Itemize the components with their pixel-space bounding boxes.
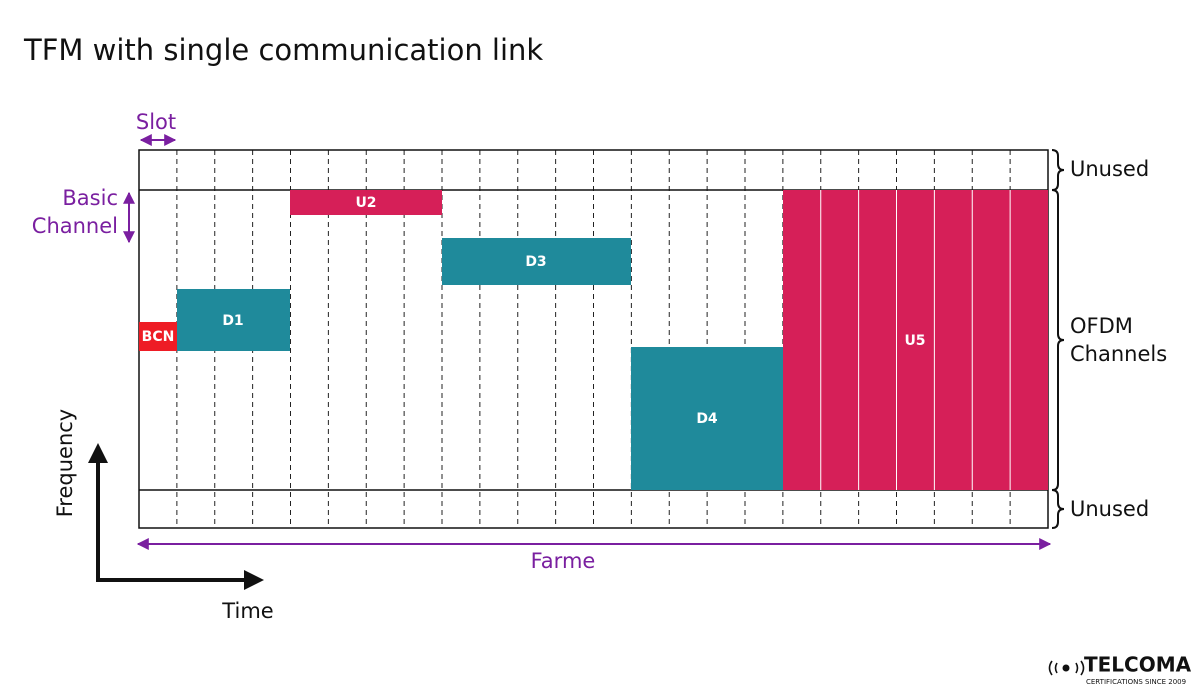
block-d3 xyxy=(442,238,631,285)
u5-slot-lines xyxy=(820,190,1011,490)
title: TFM with single communication link xyxy=(23,33,543,67)
frequency-label: Frequency xyxy=(53,409,77,518)
ofdm-label: Channels xyxy=(1070,342,1167,366)
logo-name: TELCOMA xyxy=(1084,653,1192,677)
block-label: D4 xyxy=(696,411,718,427)
frame-label: Farme xyxy=(531,549,596,573)
block-label: D1 xyxy=(222,313,243,329)
brace xyxy=(1051,149,1065,191)
block-label: D3 xyxy=(525,254,546,270)
block-bcn xyxy=(139,322,177,351)
brace xyxy=(1051,489,1065,529)
brace xyxy=(1051,189,1065,491)
block-u2 xyxy=(290,190,442,215)
block-d1 xyxy=(177,289,290,351)
basic-channel-label: Channel xyxy=(32,214,118,238)
basic-channel-label: Basic xyxy=(62,186,118,210)
block-label: U2 xyxy=(355,195,376,211)
time-label: Time xyxy=(221,599,273,623)
ofdm-label: OFDM xyxy=(1070,314,1133,338)
block-label: BCN xyxy=(142,329,175,345)
block-d4 xyxy=(631,347,783,490)
axes-arrow xyxy=(88,443,264,590)
block-label: U5 xyxy=(904,333,925,349)
slot-label: Slot xyxy=(136,110,176,134)
unused-label: Unused xyxy=(1070,497,1149,521)
block-u5 xyxy=(783,190,1048,490)
logo: TELCOMA CERTIFICATIONS SINCE 2009 xyxy=(1048,653,1192,686)
unused-label: Unused xyxy=(1070,157,1149,181)
logo-tagline: CERTIFICATIONS SINCE 2009 xyxy=(1086,678,1186,686)
